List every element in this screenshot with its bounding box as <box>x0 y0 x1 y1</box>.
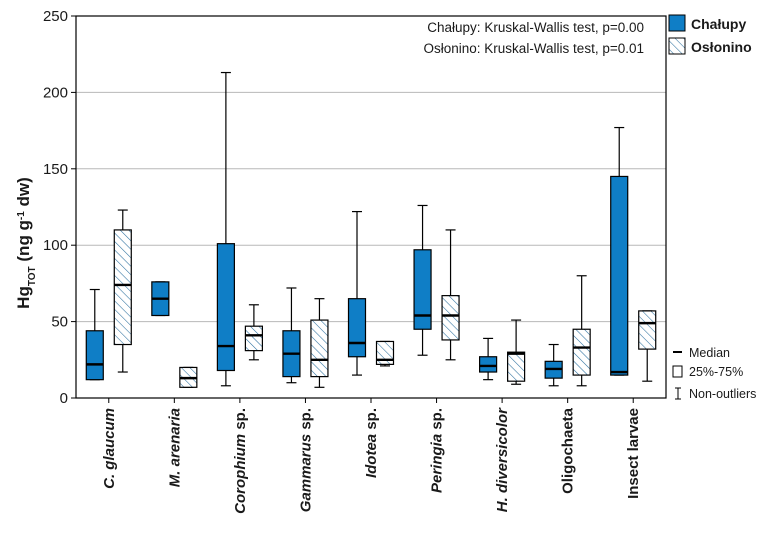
box-1-1 <box>179 366 198 388</box>
box-0-4 <box>347 210 367 376</box>
y-axis: 0 50 100 150 200 250 <box>43 8 76 407</box>
key-whisker-label: Non-outliers <box>689 387 756 401</box>
box-0-5 <box>413 204 432 356</box>
x-tick-label-part: sp. <box>429 408 446 434</box>
box-1-3 <box>310 298 329 388</box>
iqr-box <box>244 325 263 352</box>
x-tick-label-part: Idotea <box>363 434 380 478</box>
iqr-box <box>347 298 367 358</box>
iqr-box <box>610 175 629 376</box>
iqr-box <box>572 328 591 376</box>
key-box-label: 25%-75% <box>689 365 743 379</box>
y-tick-label-2: 100 <box>43 237 68 254</box>
x-tick-label-part: Gammarus <box>297 434 314 512</box>
ylabel-unit-post: dw) <box>14 177 33 211</box>
box-1-8 <box>638 310 657 382</box>
iqr-box <box>113 229 132 346</box>
key-median-label: Median <box>689 346 730 360</box>
statistics-key: Median 25%-75% Non-outliers <box>672 346 756 401</box>
gridlines <box>76 91 666 323</box>
box-1-5 <box>441 229 460 361</box>
x-tick-label-part: sp. <box>232 408 249 434</box>
y-tick-label-4: 200 <box>43 84 68 101</box>
iqr-box <box>85 330 104 381</box>
boxplots <box>85 71 657 388</box>
x-tick-label-part: M. arenaria <box>166 408 183 487</box>
x-tick-label-3: Gammarus sp. <box>297 408 314 512</box>
y-tick-label-1: 50 <box>51 314 68 331</box>
y-tick-label-5: 250 <box>43 8 68 25</box>
legend-swatch-chalupy <box>668 14 686 32</box>
box-0-7 <box>544 343 563 387</box>
key-whisker-symbol <box>675 387 681 400</box>
x-tick-label-part: sp. <box>297 408 314 434</box>
x-tick-label-4: Idotea sp. <box>363 408 380 478</box>
x-axis-labels: C. glaucum M. arenaria Corophium sp.Gammar… <box>101 398 642 514</box>
iqr-box <box>216 243 235 372</box>
iqr-box <box>479 356 498 373</box>
y-axis-label: HgTOT (ng g-1 dw) <box>14 177 38 309</box>
box-0-0 <box>85 288 104 381</box>
x-tick-label-part: Peringia <box>429 434 446 493</box>
box-1-0 <box>113 209 132 373</box>
legend-label-oslonino: Osłonino <box>691 39 752 55</box>
x-tick-label-6: H. diversicolor <box>494 407 511 512</box>
x-tick-label-part: sp. <box>363 408 380 434</box>
x-tick-label-part: C. glaucum <box>101 408 118 489</box>
box-0-2 <box>216 71 235 387</box>
ylabel-sub: TOT <box>27 266 38 286</box>
x-tick-label-5: Peringia sp. <box>429 408 446 493</box>
box-1-7 <box>572 275 591 387</box>
x-tick-label-part: H. diversicolor <box>494 407 511 512</box>
x-tick-label-part: Insect larvae <box>625 408 642 499</box>
y-tick-label-3: 150 <box>43 161 68 178</box>
box-1-6 <box>507 319 526 385</box>
iqr-box <box>413 249 432 330</box>
annotation-chalupy: Chałupy: Kruskal-Wallis test, p=0.00 <box>427 20 644 35</box>
annotation-oslonino: Osłonino: Kruskal-Wallis test, p=0.01 <box>424 41 644 56</box>
x-tick-label-8: Insect larvae <box>625 408 642 499</box>
box-0-1 <box>151 281 170 317</box>
ylabel-unit-pre: (ng g <box>14 220 33 266</box>
x-tick-label-part: Corophium <box>232 434 249 514</box>
iqr-box <box>310 319 329 378</box>
x-tick-label-part: Oligochaeta <box>560 407 577 494</box>
box-0-8 <box>610 126 629 376</box>
legend: Chałupy Osłonino <box>668 14 752 55</box>
x-tick-label-0: C. glaucum <box>101 408 118 489</box>
box-1-2 <box>244 304 263 361</box>
ylabel-base: Hg <box>14 286 33 309</box>
legend-label-chalupy: Chałupy <box>691 16 746 32</box>
x-tick-label-7: Oligochaeta <box>560 407 577 494</box>
box-0-3 <box>282 287 301 384</box>
x-tick-label-2: Corophium sp. <box>232 408 249 514</box>
x-tick-label-1: M. arenaria <box>166 408 183 487</box>
key-box-symbol <box>672 365 683 378</box>
box-1-4 <box>375 340 395 367</box>
box-0-6 <box>479 337 498 381</box>
legend-swatch-oslonino <box>668 37 686 55</box>
iqr-box <box>441 295 460 341</box>
iqr-box <box>638 310 657 350</box>
y-tick-label-0: 0 <box>60 390 68 407</box>
iqr-box <box>507 351 526 382</box>
ylabel-unit-sup: -1 <box>16 211 27 220</box>
